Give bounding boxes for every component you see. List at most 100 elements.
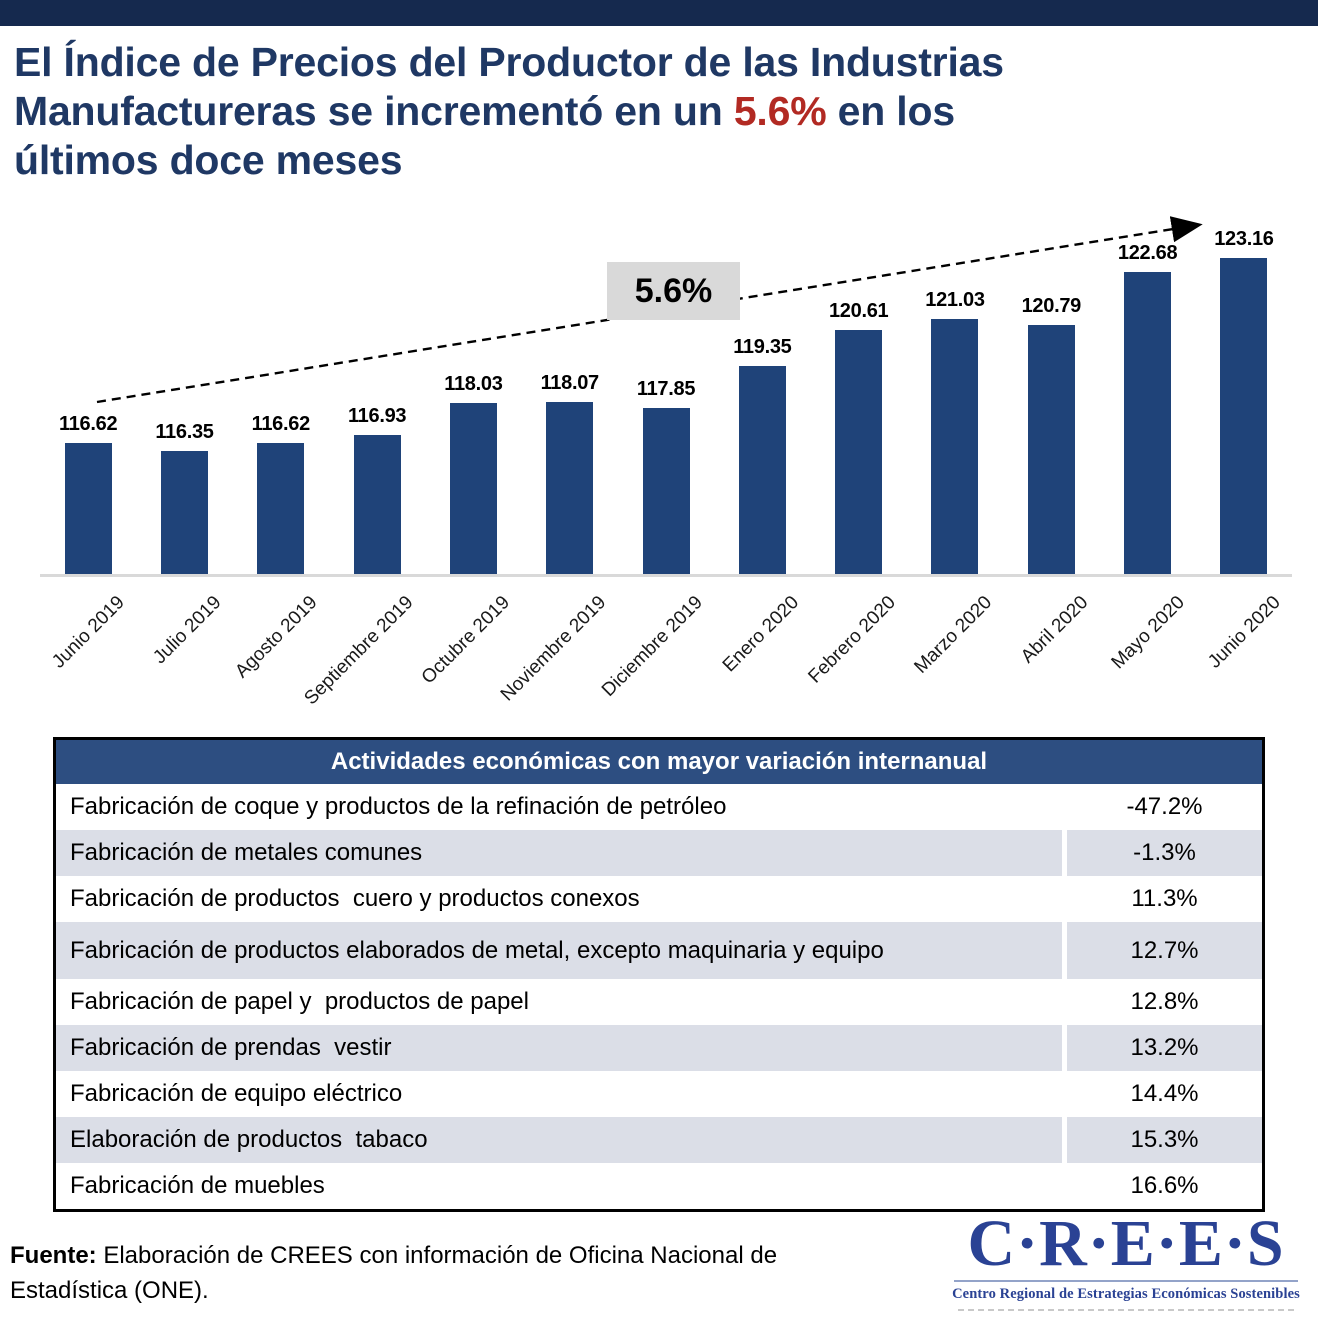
- table-row: Fabricación de metales comunes -1.3%: [56, 830, 1262, 876]
- activity-label: Fabricación de papel y productos de pape…: [70, 988, 529, 1015]
- bar-value-label: 123.16: [1214, 228, 1274, 251]
- activity-variation-value: 15.3%: [1062, 1117, 1262, 1163]
- x-axis-label: Julio 2019: [149, 592, 226, 669]
- growth-annotation-label: 5.6%: [634, 271, 713, 310]
- x-axis-label: Enero 2020: [718, 592, 804, 677]
- activity-label: Fabricación de equipo eléctrico: [70, 1080, 403, 1107]
- x-axis-label: Mayo 2020: [1107, 592, 1189, 674]
- logo-dotted-line: [958, 1309, 1294, 1312]
- bar-group: 122.68 Mayo 2020: [1099, 197, 1195, 674]
- table-row: Fabricación de equipo eléctrico 14.4%: [56, 1071, 1262, 1117]
- activity-variation-value: -47.2%: [1062, 784, 1262, 830]
- x-axis-label: Abril 2020: [1016, 592, 1093, 668]
- bar: [738, 366, 786, 574]
- bar: [64, 443, 112, 574]
- bar-value-label: 120.61: [828, 300, 889, 323]
- bar-value-label: 119.35: [733, 336, 792, 358]
- activity-label: Elaboración de productos tabaco: [70, 1126, 428, 1153]
- crees-logo-tagline: Centro Regional de Estrategias Económica…: [952, 1286, 1300, 1303]
- activity-variation-value: 16.6%: [1062, 1163, 1262, 1209]
- bar-value-label: 116.62: [251, 413, 311, 436]
- activity-table-body: Fabricación de coque y productos de la r…: [56, 784, 1262, 1209]
- bar-value-label: 121.03: [925, 288, 985, 311]
- ppi-bar-chart: 116.62 Junio 2019 116.35 Julio 2019 116.62 Ag…: [40, 197, 1292, 727]
- bar-value-label: 116.93: [347, 404, 407, 427]
- activity-variation-value: 12.7%: [1062, 922, 1262, 979]
- top-accent-bar: [0, 0, 1318, 26]
- table-row: Fabricación de papel y productos de pape…: [56, 979, 1262, 1025]
- growth-annotation-box: 5.6%: [607, 262, 740, 320]
- bar-group: 118.03 Octubre 2019: [418, 197, 521, 688]
- activity-variation-value: 13.2%: [1062, 1025, 1262, 1071]
- bar-value-label: 122.68: [1117, 241, 1178, 264]
- activity-label: Fabricación de productos elaborados de m…: [70, 936, 884, 964]
- bar: [1220, 258, 1268, 574]
- table-row: Fabricación de productos cuero y product…: [56, 876, 1262, 922]
- x-axis-label: Agosto 2019: [231, 592, 322, 683]
- table-row: Fabricación de prendas vestir 13.2%: [56, 1025, 1262, 1071]
- table-header: Actividades económicas con mayor variaci…: [56, 740, 1262, 784]
- source-text: Elaboración de CREES con información de …: [10, 1242, 778, 1304]
- table-row: Fabricación de productos elaborados de m…: [56, 922, 1262, 979]
- bar: [546, 402, 594, 574]
- x-axis-label: Junio 2019: [48, 592, 130, 673]
- x-axis-label: Marzo 2020: [910, 592, 996, 678]
- bar-group: 120.61 Febrero 2020: [804, 197, 907, 687]
- bar-group: 116.62 Agosto 2019: [231, 197, 329, 682]
- x-axis-label: Febrero 2020: [803, 592, 900, 688]
- crees-logo-acronym: C·R·E·E·S: [967, 1207, 1285, 1280]
- bar-group: 119.35 Enero 2020: [714, 197, 810, 676]
- bar-value-label: 118.03: [444, 373, 503, 396]
- bar-group: 116.35 Julio 2019: [136, 197, 232, 668]
- x-axis-label: Junio 2020: [1204, 592, 1285, 673]
- title-highlight-percent: 5.6%: [733, 88, 827, 134]
- bar-value-label: 117.85: [636, 378, 696, 401]
- bar-group: 116.62 Junio 2019: [40, 197, 136, 672]
- bar-group: 118.07 Noviembre 2019: [497, 197, 618, 705]
- activity-label: Fabricación de coque y productos de la r…: [70, 793, 727, 820]
- bar: [835, 330, 883, 574]
- activity-label: Fabricación de prendas vestir: [70, 1034, 392, 1061]
- bar: [160, 450, 208, 574]
- table-row: Fabricación de coque y productos de la r…: [56, 784, 1262, 830]
- bar-chart-plot: 116.62 Junio 2019 116.35 Julio 2019 116.62 Ag…: [40, 197, 1292, 710]
- bar: [257, 443, 305, 574]
- source-note: Fuente: Elaboración de CREES con informa…: [10, 1238, 830, 1308]
- x-axis-label: Noviembre 2019: [497, 592, 611, 706]
- activity-variation-value: 11.3%: [1062, 876, 1262, 922]
- crees-logo: C·R·E·E·S Centro Regional de Estrategias…: [950, 1207, 1302, 1312]
- table-row: Fabricación de muebles 16.6%: [56, 1163, 1262, 1209]
- bar: [931, 318, 979, 574]
- bar: [449, 403, 497, 574]
- activity-variation-value: -1.3%: [1062, 830, 1262, 876]
- bar-group: 120.79 Abril 2020: [1003, 197, 1099, 667]
- activity-label: Fabricación de metales comunes: [70, 839, 423, 866]
- x-axis-label: Octubre 2019: [417, 592, 515, 689]
- bar-group: 121.03 Marzo 2020: [907, 197, 1003, 678]
- bar-value-label: 116.35: [155, 420, 214, 443]
- bar-value-label: 116.62: [59, 413, 118, 436]
- bar-group: 117.85 Diciembre 2019: [598, 197, 714, 701]
- bar-group: 116.93 Septiembre 2019: [301, 197, 425, 710]
- bar: [1027, 325, 1075, 574]
- source-label: Fuente:: [10, 1242, 97, 1269]
- x-axis-label: Diciembre 2019: [597, 592, 707, 701]
- page-title: El Índice de Precios del Productor de la…: [14, 38, 1310, 185]
- activity-variation-value: 12.8%: [1062, 979, 1262, 1025]
- bar-value-label: 118.07: [540, 372, 600, 395]
- page-title-line2: Manufactureras se incrementó en un 5.6% …: [14, 88, 955, 134]
- page-title-line1: El Índice de Precios del Productor de la…: [14, 39, 1004, 85]
- bar: [1124, 271, 1172, 574]
- activity-variation-table: Actividades económicas con mayor variaci…: [53, 737, 1265, 1212]
- activity-variation-value: 14.4%: [1062, 1071, 1262, 1117]
- page-title-line3: últimos doce meses: [14, 137, 403, 183]
- logo-divider: [954, 1280, 1298, 1283]
- table-row: Elaboración de productos tabaco 15.3%: [56, 1117, 1262, 1163]
- bar: [642, 408, 690, 574]
- activity-label: Fabricación de muebles: [70, 1172, 325, 1199]
- bar-value-label: 120.79: [1021, 295, 1082, 318]
- bar: [353, 434, 401, 574]
- activity-label: Fabricación de productos cuero y product…: [70, 885, 640, 912]
- bar-group: 123.16 Junio 2020: [1196, 197, 1292, 672]
